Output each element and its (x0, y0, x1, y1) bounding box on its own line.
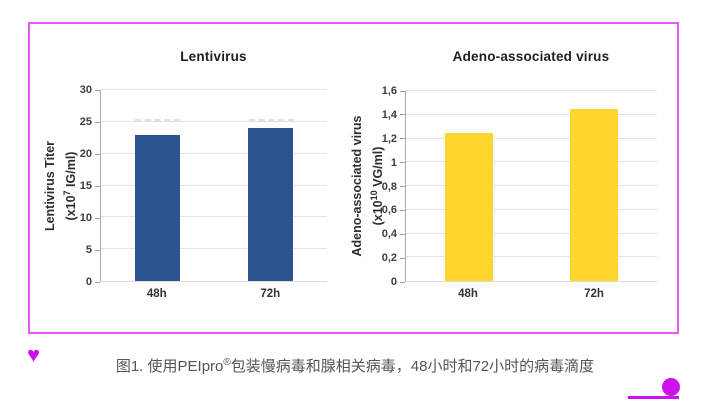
y-tick: 0 (361, 276, 405, 288)
x-tick-label: 72h (584, 288, 604, 300)
caption-text: 包装慢病毒和腺相关病毒，48小时和72小时的病毒滴度 (230, 358, 595, 375)
chart-title: Lentivirus (180, 49, 247, 64)
registered-trademark-symbol: ® (223, 357, 231, 368)
y-tick-mark (95, 185, 100, 187)
y-tick-mark (400, 90, 405, 92)
x-labels: 48h 72h (405, 288, 657, 300)
y-tick-mark (400, 281, 405, 283)
x-tick-label: 48h (146, 288, 167, 300)
y-tick: 1,6 (361, 85, 405, 97)
y-tick-label: 30 (79, 84, 92, 96)
y-tick: 0,4 (361, 228, 405, 240)
y-tick-mark (95, 121, 100, 123)
caption-text: 图1. 使用PEIpro (115, 358, 224, 375)
y-tick: 0,2 (361, 252, 405, 264)
bar-48h (135, 134, 180, 281)
y-tick-label: 0,2 (381, 252, 397, 265)
y-tick-mark (95, 89, 100, 91)
y-tick-label: 1 (390, 156, 397, 169)
y-tick-mark (400, 138, 405, 140)
y-tick: 1,4 (361, 109, 405, 121)
heart-icon: ♥ (27, 342, 41, 367)
y-tick: 1 (361, 157, 405, 169)
watermark-artifact (135, 118, 180, 121)
bars (406, 91, 657, 281)
y-tick-mark (95, 217, 100, 219)
plot-area (100, 89, 327, 282)
y-tick: 15 (56, 180, 100, 192)
x-tick-label: 48h (458, 288, 478, 300)
y-tick: 20 (56, 148, 100, 160)
gridline (406, 137, 657, 139)
gridline (406, 256, 657, 258)
x-labels: 48h 72h (100, 288, 327, 300)
y-axis-ticks: 0 5 10 15 20 25 30 (56, 84, 100, 288)
gridline (101, 89, 327, 90)
y-tick-label: 15 (79, 180, 92, 192)
y-axis-ticks: 0 0,2 0,4 0,6 0,8 1 1,2 1,4 1,6 (361, 85, 405, 288)
gridline (101, 248, 327, 250)
y-tick: 0,6 (361, 204, 405, 216)
plot-area (405, 90, 657, 282)
y-tick: 1,2 (361, 133, 405, 145)
underline-decoration (628, 396, 679, 399)
bar-72h (248, 128, 293, 281)
dot-decoration (662, 378, 680, 396)
y-tick: 30 (56, 84, 100, 96)
y-tick: 10 (56, 212, 100, 224)
bar-72h (570, 108, 619, 281)
y-tick-mark (400, 233, 405, 235)
chart-title: Adeno-associated virus (452, 49, 610, 64)
y-tick: 5 (56, 244, 100, 256)
y-tick-label: 1,4 (381, 108, 397, 121)
y-tick-mark (95, 281, 100, 283)
y-tick: 0,8 (361, 181, 405, 193)
gridline (406, 90, 657, 91)
gridline (101, 184, 327, 186)
bar-slot (406, 91, 532, 281)
gridline (101, 152, 327, 154)
gridline (406, 185, 657, 186)
figure-caption: 图1. 使用PEIpro®包装慢病毒和腺相关病毒，48小时和72小时的病毒滴度 (0, 355, 710, 376)
bar-slot (532, 91, 658, 281)
gridline (101, 216, 327, 218)
y-tick-label: 1,6 (381, 85, 397, 97)
y-tick-mark (95, 249, 100, 251)
y-tick-label: 5 (85, 244, 92, 256)
y-tick-label: 0,4 (381, 228, 397, 241)
y-tick-label: 0 (85, 276, 92, 288)
y-tick-label: 20 (79, 148, 92, 160)
bar-slot (214, 90, 327, 281)
gridline (406, 232, 657, 234)
y-tick-label: 0,6 (381, 204, 397, 217)
watermark-artifact (249, 118, 294, 121)
y-tick-mark (95, 153, 100, 155)
bars (101, 90, 327, 281)
y-tick-mark (400, 162, 405, 164)
gridline (406, 113, 657, 115)
gridline (101, 120, 327, 122)
x-tick-label: 72h (260, 288, 281, 300)
y-tick-label: 0,8 (381, 180, 397, 193)
gridline (406, 161, 657, 163)
y-tick-label: 1,2 (381, 132, 397, 145)
y-tick-mark (400, 186, 405, 187)
gridline (406, 208, 657, 210)
y-tick: 25 (56, 116, 100, 128)
y-tick-label: 0 (390, 276, 397, 288)
y-tick-mark (400, 209, 405, 211)
y-tick-mark (400, 114, 405, 116)
y-tick-label: 25 (79, 116, 92, 128)
bar-slot (101, 90, 214, 281)
y-tick-label: 10 (79, 212, 92, 224)
bar-48h (444, 132, 493, 281)
y-tick: 0 (56, 276, 100, 288)
y-tick-mark (400, 257, 405, 259)
